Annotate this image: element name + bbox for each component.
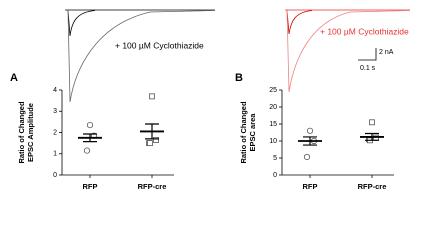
- y-tick-label: 15: [269, 121, 277, 128]
- y-tick-label: 25: [269, 87, 277, 94]
- y-axis-label: EPSC Amplitude: [26, 103, 35, 162]
- x-tick-label: RFP-cre: [138, 182, 167, 191]
- panel-label: B: [235, 72, 243, 84]
- x-tick-label: RFP: [83, 182, 98, 191]
- y-axis-label: Ratio of Changed: [17, 101, 26, 163]
- data-point: [147, 140, 153, 147]
- y-tick-label: 10: [269, 138, 277, 145]
- error-bar: [303, 136, 317, 146]
- y-tick-label: 2: [53, 129, 57, 136]
- x-tick-label: RFP-cre: [358, 182, 387, 191]
- error-bar: [365, 132, 379, 141]
- scale-bar-lines: [358, 48, 377, 61]
- control-trace: [67, 9, 96, 37]
- data-point: [303, 153, 311, 161]
- scale-bar-label: 0.1 s: [360, 65, 376, 72]
- error-bar: [145, 123, 159, 140]
- panel: A + 100 µM Cyclothiazide Ratio of Changed E…: [10, 40, 204, 191]
- ctz-trace: [286, 9, 411, 93]
- control-trace: [286, 9, 313, 35]
- y-tick-label: 0: [273, 172, 277, 179]
- data-point: [149, 93, 155, 100]
- y-axis-label: EPSC area: [248, 113, 257, 152]
- y-tick-label: 1: [53, 151, 57, 158]
- data-point: [86, 121, 94, 129]
- data-point: [306, 127, 314, 134]
- y-axis-label: Ratio of Changed: [239, 101, 248, 163]
- panel-label: A: [10, 72, 18, 84]
- error-bar: [83, 133, 97, 143]
- traces-red: [285, 9, 411, 93]
- x-tick-label: RFP: [303, 182, 318, 191]
- scale-bar: [358, 48, 377, 61]
- data-point: [153, 137, 159, 143]
- panel: B + 100 µM Cyclothiazide 2 nA 0.1 s Ratio of…: [235, 26, 409, 191]
- y-tick-label: 5: [273, 155, 277, 162]
- ctz-trace: [67, 9, 216, 103]
- scale-bar-label: 2 nA: [379, 49, 394, 56]
- y-tick-label: 4: [53, 87, 57, 94]
- annotation: + 100 µM Cyclothiazide: [115, 40, 204, 50]
- traces-black: [65, 9, 216, 103]
- y-tick-label: 20: [269, 104, 277, 111]
- y-tick-label: 0: [53, 172, 57, 179]
- data-point: [83, 147, 91, 154]
- y-tick-label: 3: [53, 108, 57, 115]
- annotation: + 100 µM Cyclothiazide: [320, 26, 409, 36]
- data-point: [369, 119, 375, 126]
